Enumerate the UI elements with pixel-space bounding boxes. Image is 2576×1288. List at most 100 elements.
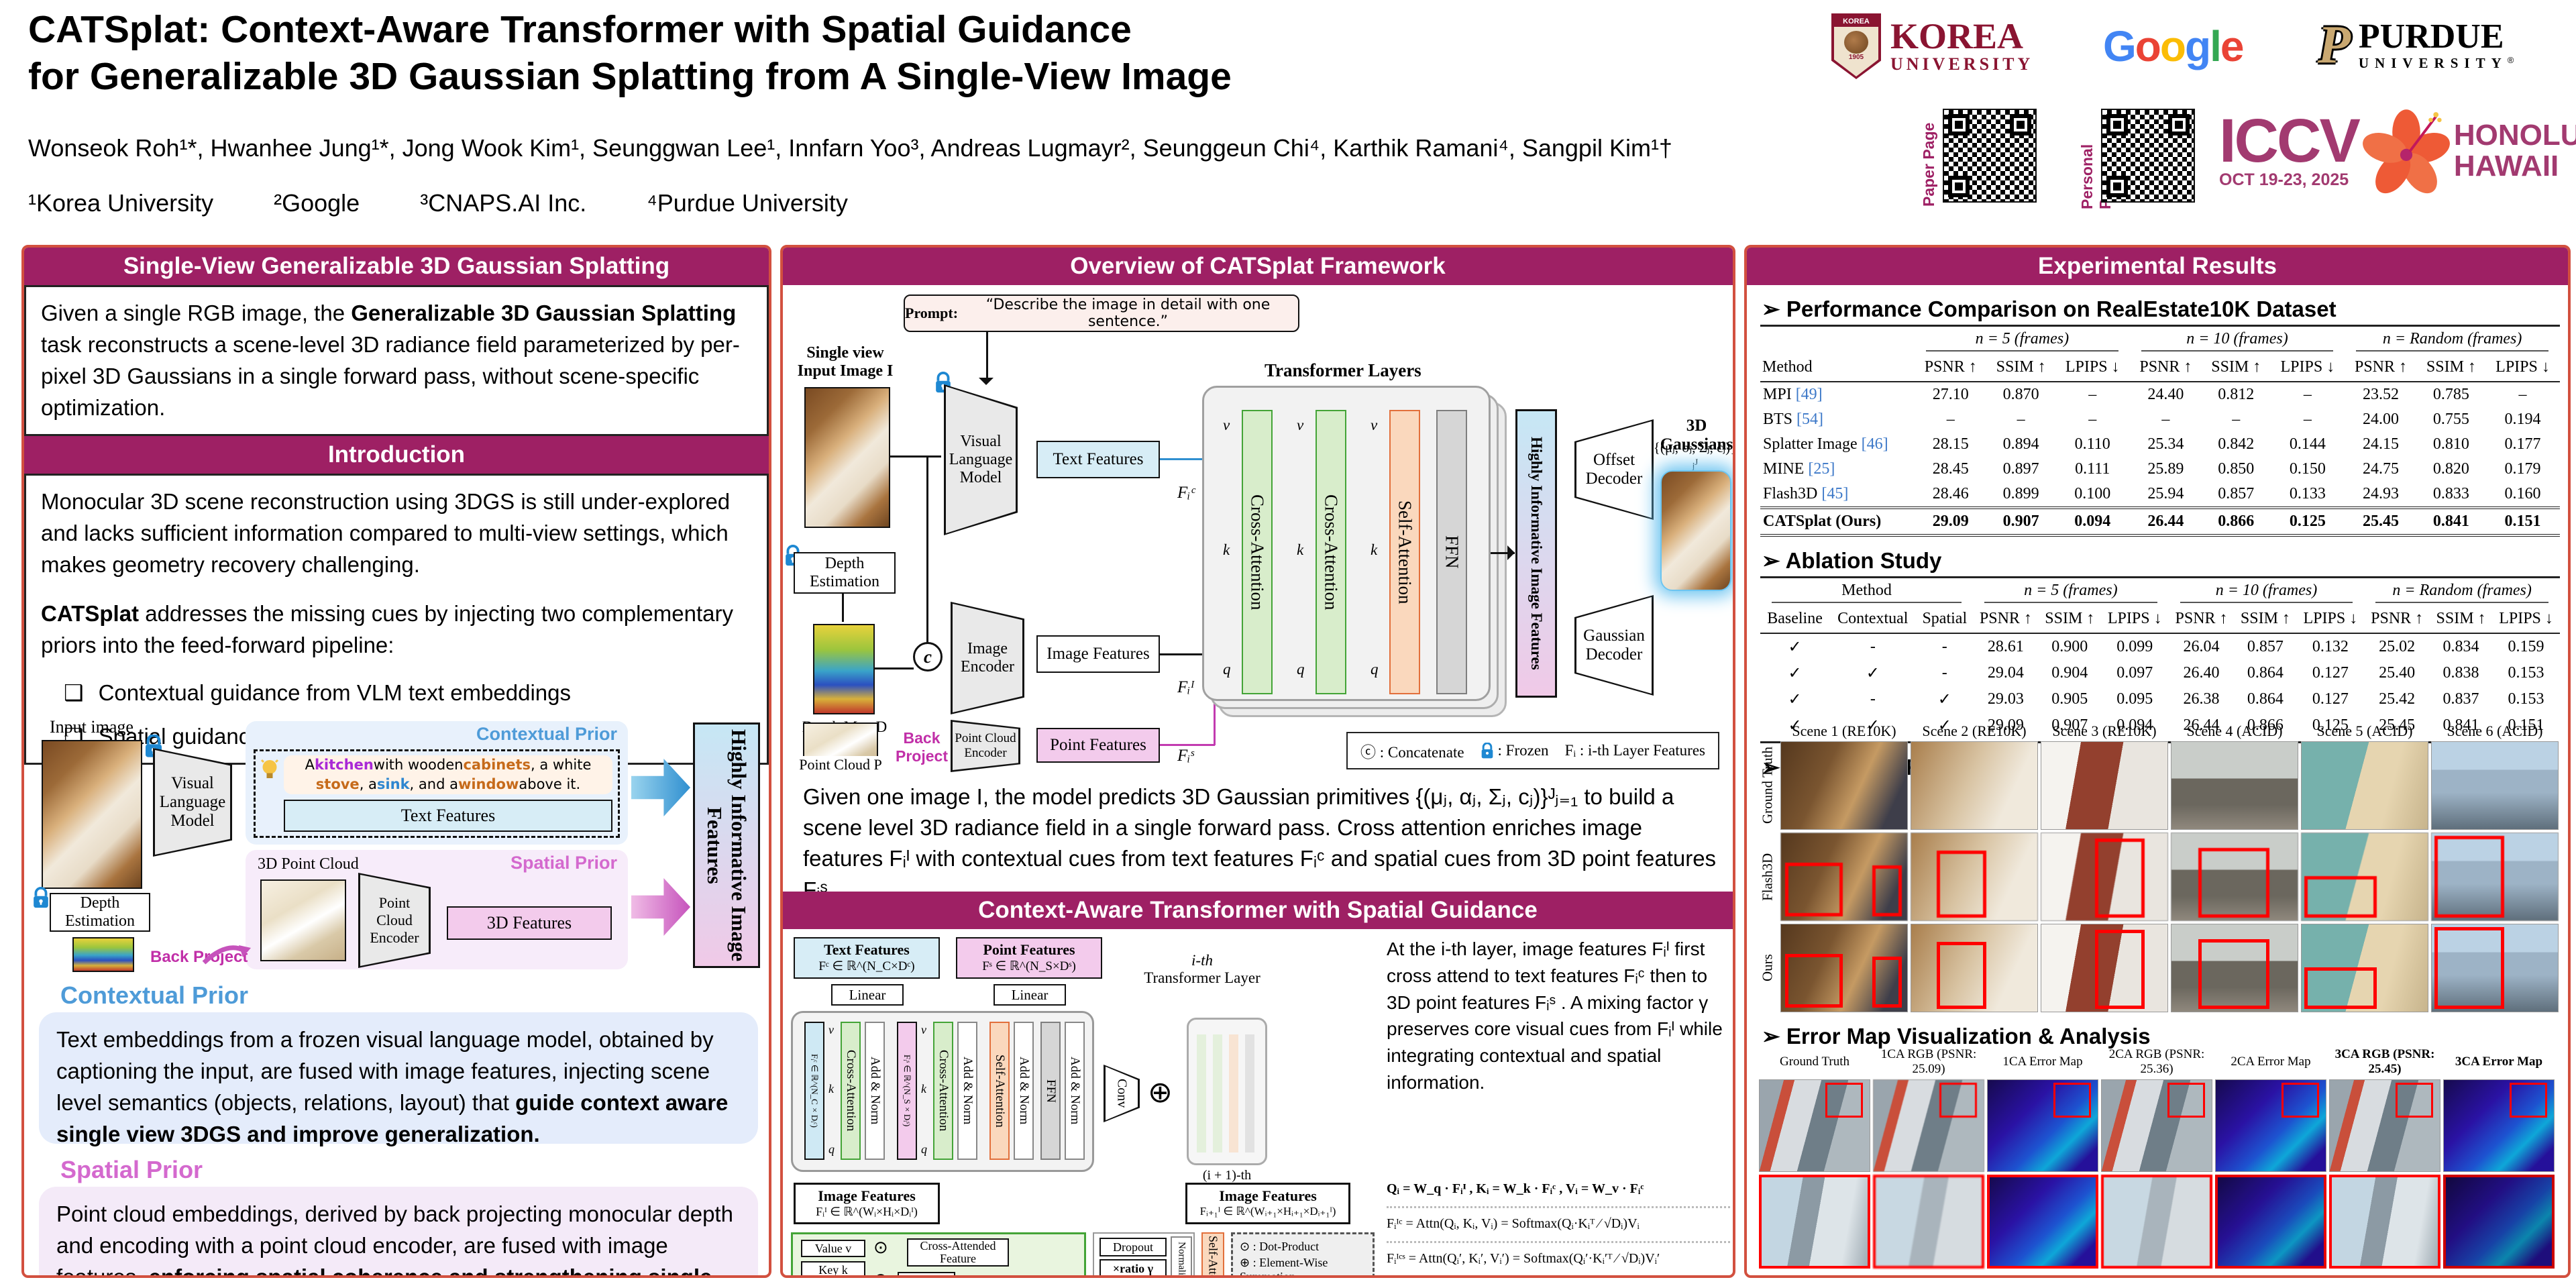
fc-label: Fᵢᶜ [1177, 484, 1195, 502]
col-spatial: Spatial [1916, 606, 1974, 634]
qualitative-image [1911, 833, 2038, 921]
errormap-zoom-image [1873, 1175, 1984, 1269]
cell: 25.45 [2379, 716, 2416, 734]
cell: 0.755 [2432, 411, 2469, 428]
qualitative-image [2041, 833, 2168, 921]
cell: 24.40 [2147, 386, 2184, 403]
ith-layer-line2: Transformer Layer [1144, 969, 1260, 986]
cell: 0.099 [2116, 638, 2153, 655]
text-features-input-box: Text Features Fᶜ ∈ ℝ^(N_C×Dᶜ) [794, 937, 940, 979]
qualitative-image [2041, 924, 2168, 1012]
cell: 0.127 [2312, 664, 2349, 682]
cell: 0.150 [2289, 460, 2326, 478]
errormap-image [2215, 1079, 2326, 1172]
highlight-box [1785, 954, 1843, 1008]
korea-shield-tiger [1844, 31, 1868, 54]
section-header-introduction: Introduction [24, 436, 769, 474]
point-cloud-p-label: Point Cloud P [794, 756, 888, 773]
vlm-block: Visual Language Model [153, 748, 232, 857]
col-ssim: SSIM ↑ [2202, 355, 2271, 382]
errormap-grid: Ground Truth 1CA RGB (PSNR: 25.09) 1CA E… [1759, 1047, 2561, 1269]
cell: 0.894 [2002, 435, 2039, 453]
prompt-label: Prompt: [905, 305, 959, 321]
errormap-image [1759, 1079, 1870, 1172]
cross-attention-block: Cross-Attention [841, 1022, 861, 1160]
title-line-2: for Generalizable 3D Gaussian Splatting … [28, 54, 1232, 98]
caption-text: , a [359, 776, 377, 793]
col-psnr: PSNR ↑ [2364, 606, 2430, 634]
gaussian-decoder-label: Gaussian Decoder [1576, 597, 1652, 694]
intro-paragraph-1: Monocular 3D scene reconstruction using … [41, 489, 731, 578]
col-lpips: LPIPS ↓ [2270, 355, 2345, 382]
operators-legend: ⊙ : Dot-Product ⊕ : Element-Wise Summati… [1231, 1232, 1375, 1278]
rendered-gaussians-image [1660, 470, 1731, 591]
dot-product-icon: ⊙ [873, 1237, 888, 1257]
gaussian-decoder-block: Gaussian Decoder [1574, 595, 1654, 696]
cell: 29.03 [1987, 690, 2024, 708]
purdue-logo: P PURDUE UNIVERSITY ® [2318, 15, 2514, 76]
cell: 29.09 [1915, 506, 1987, 537]
col-psnr: PSNR ↑ [1915, 355, 1987, 382]
errormap-zoom-image [2443, 1175, 2555, 1269]
cell: 0.194 [2504, 411, 2541, 428]
image-encoder-label: Image Encoder [953, 604, 1022, 712]
group-n5: n = 5 (frames) [1973, 578, 2169, 607]
conv-label: Conv [1106, 1067, 1138, 1120]
cell-method: CATSplat (Ours) [1760, 506, 1915, 537]
group-n10: n = 10 (frames) [2169, 578, 2365, 607]
cell: ✓ [1788, 691, 1802, 708]
dot-product-icon: ⊙ [873, 1269, 888, 1275]
cell: 0.900 [2051, 638, 2088, 655]
cell: 0.864 [2247, 664, 2284, 682]
cell: 0.870 [2002, 386, 2039, 403]
cell: 0.842 [2218, 435, 2255, 453]
errormap-label: 1CA Error Map [2002, 1055, 2083, 1069]
col-baseline: Baseline [1760, 606, 1830, 634]
highlight-box [1937, 942, 1986, 1009]
affiliation-purdue: ⁴Purdue University [647, 189, 848, 217]
scene-label: Scene 2 (RE10K) [1922, 722, 2027, 739]
cell: 0.125 [2270, 506, 2345, 537]
google-letter: o [2135, 22, 2161, 70]
highlight-box [2396, 1083, 2433, 1118]
legend-concatenate: ⓒ : Concatenate [1360, 744, 1464, 761]
title-line-1: CATSplat: Context-Aware Transformer with… [28, 8, 1132, 51]
elementwise-sum-icon: ⊕ [1148, 1076, 1173, 1109]
contextual-prior-region: Contextual Prior A kitchen with wooden c… [246, 721, 628, 845]
cell: 26.38 [2183, 690, 2220, 708]
cell-method: MPI [49] [1763, 386, 1823, 403]
google-letter: o [2159, 22, 2186, 70]
cell: 0.897 [2002, 460, 2039, 478]
cell: – [2518, 386, 2527, 403]
table-row-full: ✓ ✓ ✓ 29.09 0.907 0.094 26.44 0.866 0.125 25.45 0.… [1760, 712, 2560, 739]
middle-column: Overview of CATSplat Framework Prompt: “… [780, 245, 1735, 1278]
errormap-image [2329, 1079, 2440, 1172]
cell: – [1946, 411, 1955, 428]
qualitative-image [2171, 741, 2298, 830]
checkbox-icon: ❑ [64, 680, 84, 705]
q-label: q [1371, 661, 1379, 678]
image-features-title: Image Features [818, 1187, 916, 1204]
cell: 0.841 [2443, 716, 2479, 734]
cell: 0.834 [2443, 638, 2479, 655]
input-image-line: Input Image I [797, 362, 894, 380]
legend-elementwise-sum: ⊕ : Element-Wise Summation [1240, 1255, 1328, 1278]
cell: 0.837 [2443, 690, 2479, 708]
task-text: task reconstructs a scene-level 3D radia… [41, 331, 740, 420]
cell: 0.132 [2312, 638, 2349, 655]
connector-line [875, 667, 914, 669]
point-feature-line [1160, 744, 1215, 746]
purdue-reg: ® [2507, 55, 2514, 66]
cell: 25.94 [2147, 485, 2184, 502]
purdue-name: PURDUE [2358, 17, 2504, 56]
cell: 0.133 [2289, 485, 2326, 502]
input-image [42, 740, 142, 889]
cell: – [2161, 411, 2170, 428]
spatial-prior-text: Point cloud embeddings, derived by back … [56, 1201, 733, 1278]
caption-word-window: window [458, 776, 519, 793]
caption-word-sink: sink [376, 776, 410, 793]
qr-paper-label: Paper Page [1920, 122, 1937, 207]
cell: 0.095 [2116, 690, 2153, 708]
caption-word-cabinets: cabinets [463, 757, 531, 773]
key-box: Key k [801, 1261, 865, 1275]
